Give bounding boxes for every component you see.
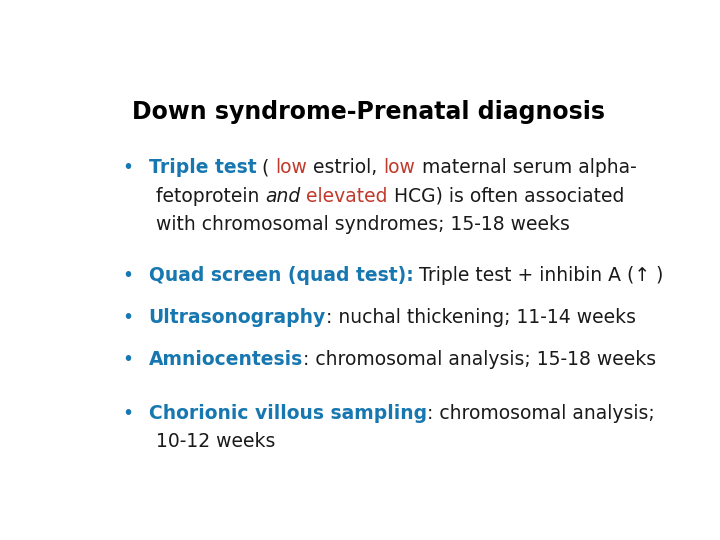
Text: Amniocentesis: Amniocentesis [148,349,303,369]
Text: : chromosomal analysis; 15-18 weeks: : chromosomal analysis; 15-18 weeks [303,349,656,369]
Text: and: and [265,187,300,206]
Text: HCG) is often associated: HCG) is often associated [388,187,624,206]
Text: •: • [122,308,133,327]
Text: estriol,: estriol, [307,158,384,177]
Text: •: • [122,266,133,286]
Text: Ultrasonography: Ultrasonography [148,308,326,327]
Text: Chorionic villous sampling: Chorionic villous sampling [148,404,427,423]
Text: maternal serum alpha-: maternal serum alpha- [415,158,636,177]
Text: Down syndrome-Prenatal diagnosis: Down syndrome-Prenatal diagnosis [132,100,606,124]
Text: (: ( [256,158,276,177]
Text: Triple test: Triple test [148,158,256,177]
Text: 10-12 weeks: 10-12 weeks [156,432,275,451]
Text: fetoprotein: fetoprotein [156,187,265,206]
Text: •: • [122,349,133,369]
Text: with chromosomal syndromes; 15-18 weeks: with chromosomal syndromes; 15-18 weeks [156,215,570,234]
Text: : chromosomal analysis;: : chromosomal analysis; [427,404,654,423]
Text: Quad screen (quad test):: Quad screen (quad test): [148,266,413,286]
Text: low: low [276,158,307,177]
Text: elevated: elevated [307,187,388,206]
Text: : nuchal thickening; 11-14 weeks: : nuchal thickening; 11-14 weeks [326,308,636,327]
Text: Triple test + inhibin A (↑ ): Triple test + inhibin A (↑ ) [413,266,664,286]
Text: •: • [122,404,133,423]
Text: low: low [384,158,415,177]
Text: •: • [122,158,133,177]
